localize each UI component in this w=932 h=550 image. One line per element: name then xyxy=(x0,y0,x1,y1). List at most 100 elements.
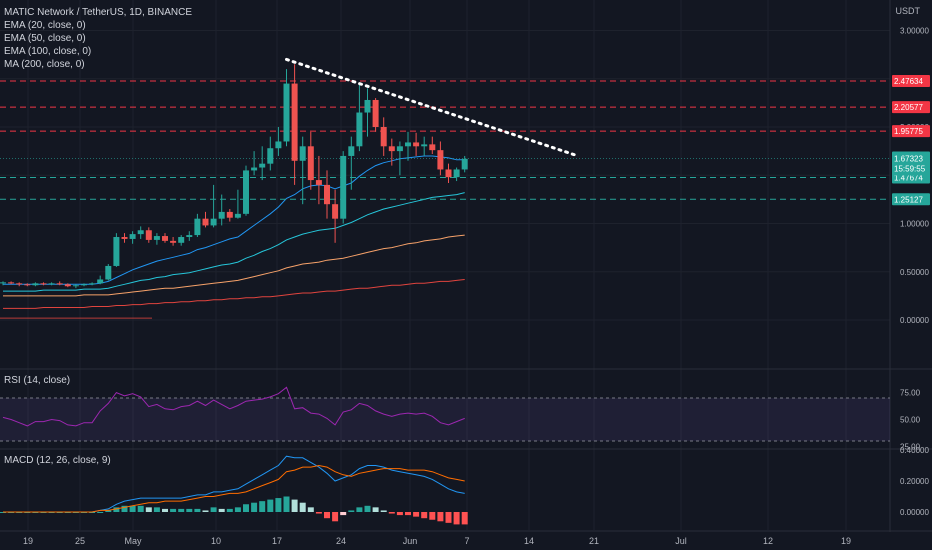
candle-body xyxy=(364,99,371,113)
macd-histogram-bar xyxy=(405,512,411,516)
x-tick-label: 19 xyxy=(23,536,33,546)
candle-body xyxy=(380,127,387,147)
x-tick-label: 12 xyxy=(763,536,773,546)
candle-body xyxy=(145,230,152,240)
macd-histogram-bar xyxy=(129,505,136,512)
x-tick-label: 14 xyxy=(524,536,534,546)
x-tick-label: 7 xyxy=(464,536,469,546)
last-price-tag xyxy=(892,151,930,176)
candle-body xyxy=(194,218,201,236)
macd-histogram-bar xyxy=(429,512,436,520)
macd-histogram-bar xyxy=(243,504,249,512)
symbol-title[interactable]: MATIC Network / TetherUS, 1D, BINANCE xyxy=(4,7,193,18)
candle-body xyxy=(218,211,225,219)
macd-pane[interactable] xyxy=(0,455,468,525)
candle-body xyxy=(72,285,79,287)
price-pane[interactable] xyxy=(0,57,890,319)
candle-body xyxy=(64,284,71,287)
macd-histogram-bar xyxy=(461,512,468,525)
x-tick-label: 25 xyxy=(75,536,85,546)
candle-body xyxy=(445,169,452,178)
candle-body xyxy=(461,158,468,170)
candle-body xyxy=(234,213,241,218)
level-price-label: 1.95775 xyxy=(894,127,923,136)
x-tick-label: Jul xyxy=(675,536,687,546)
macd-histogram-bar xyxy=(291,499,298,512)
macd-histogram-bar xyxy=(453,512,460,525)
macd-histogram-bar xyxy=(348,510,355,512)
macd-histogram-bar xyxy=(162,508,168,512)
indicator-ema50-label[interactable]: EMA (50, close, 0) xyxy=(4,33,86,44)
macd-histogram-bar xyxy=(210,507,217,512)
candle-body xyxy=(283,83,290,142)
macd-histogram-bar xyxy=(315,512,322,514)
candle-body xyxy=(413,142,420,147)
macd-histogram-bar xyxy=(178,508,185,512)
macd-histogram-bar xyxy=(234,507,241,512)
indicator-ma200-label[interactable]: MA (200, close, 0) xyxy=(4,59,85,70)
main-legend: MATIC Network / TetherUS, 1D, BINANCE EM… xyxy=(4,6,192,71)
macd-histogram-bar xyxy=(121,505,128,512)
macd-histogram-bar xyxy=(299,502,306,512)
rsi-band-fill xyxy=(0,398,890,441)
macd-histogram-bar xyxy=(186,508,193,512)
chart-axes: 1925May101724Jun71421Jul12193.000002.500… xyxy=(23,27,930,546)
candle-body xyxy=(178,237,185,243)
dotted-trendline xyxy=(285,57,580,158)
macd-histogram-bar xyxy=(372,507,379,512)
candle-body xyxy=(332,204,339,219)
candle-body xyxy=(275,141,282,149)
macd-histogram-bar xyxy=(356,507,363,512)
candle-body xyxy=(299,146,306,161)
macd-histogram-bar xyxy=(153,507,160,512)
macd-histogram-bar xyxy=(307,507,314,512)
candle-body xyxy=(81,284,87,286)
level-price-tag xyxy=(892,75,930,88)
candle-body xyxy=(372,99,379,127)
candle-body xyxy=(97,279,104,284)
level-price-label: 1.47674 xyxy=(894,173,923,182)
countdown-label: 15:59:55 xyxy=(894,165,926,174)
level-price-tag xyxy=(892,101,930,114)
candle-body xyxy=(405,142,411,147)
level-price-label: 1.25127 xyxy=(894,195,923,204)
macd-histogram-bar xyxy=(380,510,387,512)
level-price-tag xyxy=(892,125,930,138)
candle-body xyxy=(324,184,330,205)
macd-histogram-bar xyxy=(413,512,420,517)
macd-histogram-bar xyxy=(388,512,395,514)
indicator-ema20-label[interactable]: EMA (20, close, 0) xyxy=(4,20,86,31)
candle-body xyxy=(388,146,395,152)
macd-histogram-bar xyxy=(421,512,428,519)
last-price-label: 1.67323 xyxy=(894,155,923,164)
chart-grid xyxy=(0,0,932,532)
macd-legend[interactable]: MACD (12, 26, close, 9) xyxy=(4,455,111,466)
level-price-label: 2.20577 xyxy=(894,103,923,112)
rsi-pane[interactable] xyxy=(0,386,890,442)
candle-body xyxy=(16,283,23,285)
x-tick-label: Jun xyxy=(403,536,418,546)
indicator-ema100-label[interactable]: EMA (100, close, 0) xyxy=(4,46,92,57)
level-price-label: 2.47634 xyxy=(894,77,923,86)
macd-histogram-bar xyxy=(105,510,112,512)
candle-body xyxy=(421,144,428,147)
y-tick-label: 0.50000 xyxy=(900,268,929,277)
macd-histogram-bar xyxy=(324,512,330,519)
candle-body xyxy=(340,155,347,219)
macd-histogram-bar xyxy=(445,512,452,523)
rsi-legend[interactable]: RSI (14, close) xyxy=(4,375,71,386)
candle-body xyxy=(437,150,444,170)
signal-line xyxy=(3,464,465,513)
candle-body xyxy=(56,283,63,285)
candle-body xyxy=(162,236,168,241)
macd-histogram-bar xyxy=(283,496,290,512)
macd-histogram-bar xyxy=(396,512,403,516)
macd-histogram-bar xyxy=(145,507,152,512)
macd-histogram-bar xyxy=(194,508,201,512)
candle-body xyxy=(89,283,96,285)
x-tick-label: 17 xyxy=(272,536,282,546)
candle-body xyxy=(307,146,314,181)
x-tick-label: 24 xyxy=(336,536,346,546)
macd-tick-label: 0.20000 xyxy=(900,477,929,486)
